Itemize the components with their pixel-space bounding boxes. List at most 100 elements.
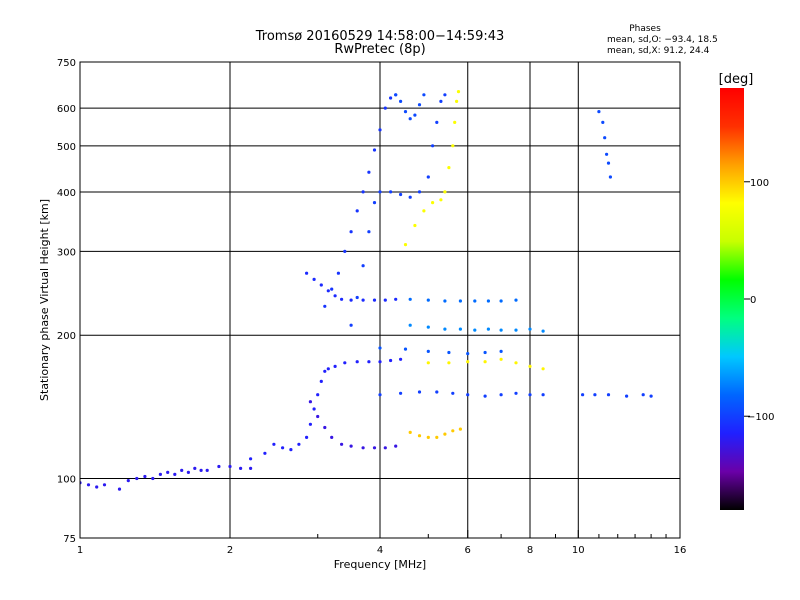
data-point [439,198,443,202]
data-point [186,470,190,474]
data-point [323,369,327,373]
x-tick-label: 6 [465,545,471,556]
data-point [355,295,359,300]
data-point [408,430,412,434]
data-point [372,298,377,302]
data-point [249,466,253,470]
data-point [528,364,532,368]
data-point [528,327,532,331]
data-point [281,446,285,450]
colorbar-ticks: 100 0 −100 [744,178,774,423]
data-point [166,470,170,474]
data-point [333,294,337,298]
colorbar-tick-label: 0 [750,295,756,306]
data-point [458,427,462,431]
data-point [349,444,353,448]
y-axis-label: Stationary phase Virtual Height [km] [38,199,51,401]
data-point [499,328,503,332]
data-point [435,120,439,124]
data-point [319,379,323,383]
data-point [239,466,243,470]
data-point [431,144,435,148]
data-point [431,201,435,205]
data-point [308,422,312,426]
data-point [447,350,451,355]
data-point [426,361,430,365]
data-point [408,117,412,121]
data-point [378,128,382,132]
colorbar-label: [deg] [719,72,754,87]
data-point [447,166,451,170]
data-point [378,346,382,350]
data-point [443,93,447,97]
data-point [453,120,457,124]
data-point [514,361,518,365]
data-point [205,468,209,472]
y-tick-label: 750 [57,58,76,69]
data-point [372,201,377,205]
data-point [86,483,91,487]
data-point [312,407,316,411]
x-tick-label: 16 [674,545,687,556]
y-tick-label: 600 [57,104,76,115]
data-point [451,391,455,395]
data-point [158,472,162,476]
data-point [486,327,490,331]
data-point [102,483,107,487]
data-point [297,442,301,446]
data-point [417,190,422,194]
data-point [413,223,417,228]
data-point [541,393,545,397]
data-point [349,323,353,327]
data-point [605,152,609,156]
data-point [361,264,365,268]
data-point [466,393,470,397]
data-point [417,103,422,107]
data-point [263,451,267,455]
colorbar-tick-label: −100 [747,412,774,423]
data-point [499,349,503,353]
x-tick-label: 8 [527,545,533,556]
data-point [625,394,629,398]
data-point [426,349,430,353]
data-point [319,283,323,287]
data-point [394,297,398,301]
data-point [126,479,130,483]
data-point [378,360,382,364]
data-point [323,304,327,308]
data-point [426,435,430,439]
data-point [336,271,340,275]
data-point [355,360,359,364]
data-point [389,190,393,194]
data-point [383,298,387,302]
data-point [217,464,221,469]
phase-info-o: mean, sd,O: −93.4, 18.5 [607,35,718,45]
data-point [458,299,462,303]
data-point [426,298,430,302]
data-point [389,96,393,100]
data-point [606,393,611,397]
data-point [389,358,393,363]
data-point [483,350,487,355]
data-point [305,271,309,275]
x-tick-label: 2 [227,545,233,556]
data-point [408,195,412,199]
data-point [117,487,122,491]
x-tick-label: 1 [77,545,83,556]
data-point [417,390,422,394]
data-point [499,357,503,361]
data-point [408,323,412,327]
data-point [399,99,403,103]
data-point [486,299,490,303]
data-point [514,298,518,302]
y-tick-label: 400 [57,188,76,199]
phase-info-x: mean, sd,X: 91.2, 24.4 [607,46,710,56]
grid-lines [80,62,680,538]
data-point [316,393,320,397]
y-tick-label: 100 [57,475,76,486]
data-point [394,444,398,448]
data-point [180,468,184,472]
data-point [435,435,439,439]
data-point [435,390,439,394]
data-point [443,299,447,303]
